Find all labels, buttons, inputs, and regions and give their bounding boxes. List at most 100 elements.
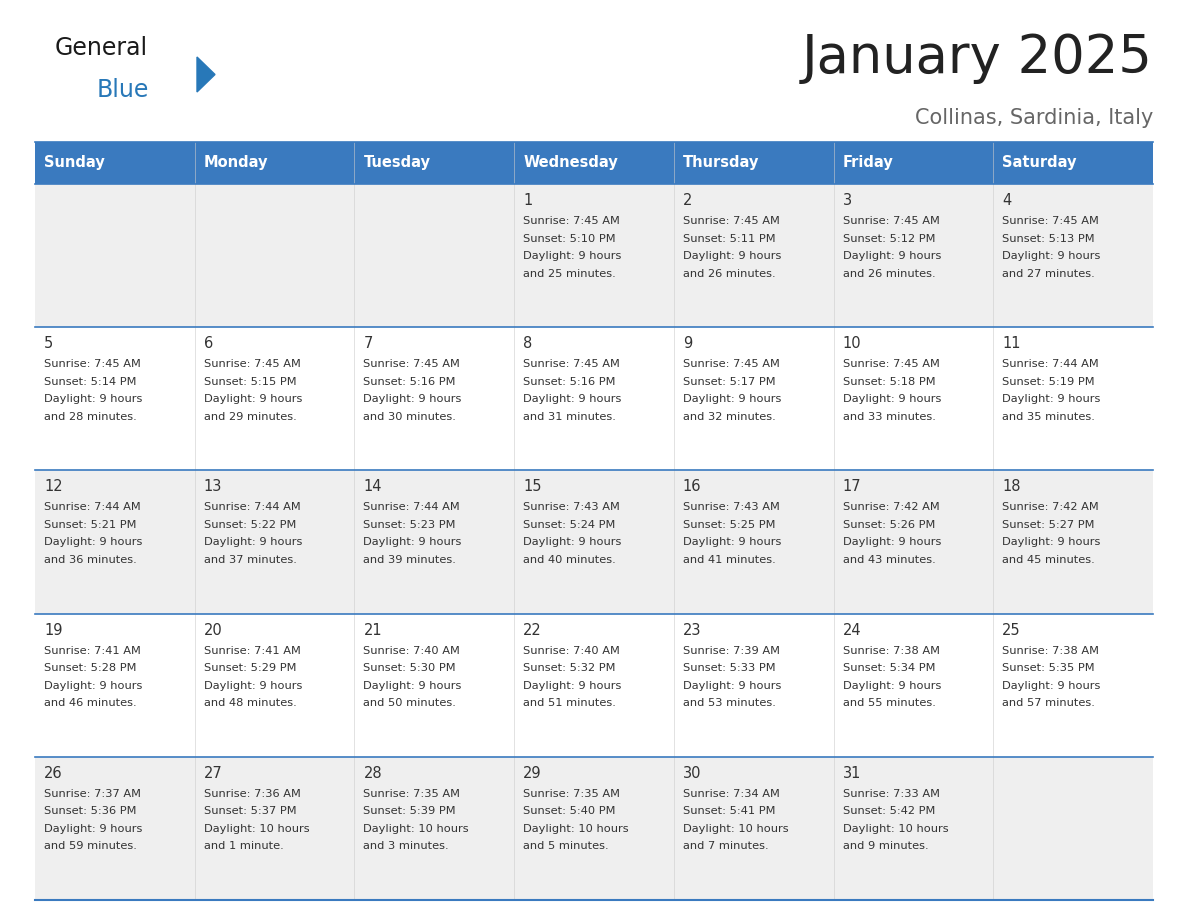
Text: Sunset: 5:42 PM: Sunset: 5:42 PM [842, 806, 935, 816]
Text: Daylight: 10 hours: Daylight: 10 hours [523, 823, 628, 834]
Text: and 26 minutes.: and 26 minutes. [842, 268, 935, 278]
Bar [834, 142, 993, 184]
Text: Thursday: Thursday [683, 155, 759, 171]
Text: Daylight: 9 hours: Daylight: 9 hours [44, 394, 143, 404]
Text: Sunset: 5:32 PM: Sunset: 5:32 PM [523, 663, 615, 673]
Bar [34, 184, 1154, 327]
Text: and 41 minutes.: and 41 minutes. [683, 554, 776, 565]
Text: Sunset: 5:22 PM: Sunset: 5:22 PM [203, 520, 296, 530]
Text: Sunrise: 7:33 AM: Sunrise: 7:33 AM [842, 789, 940, 799]
Text: Daylight: 9 hours: Daylight: 9 hours [44, 823, 143, 834]
Text: Sunrise: 7:41 AM: Sunrise: 7:41 AM [44, 645, 141, 655]
Text: Sunset: 5:10 PM: Sunset: 5:10 PM [523, 233, 615, 243]
Text: and 50 minutes.: and 50 minutes. [364, 698, 456, 708]
Text: Daylight: 10 hours: Daylight: 10 hours [683, 823, 789, 834]
Text: Sunset: 5:28 PM: Sunset: 5:28 PM [44, 663, 137, 673]
Text: Collinas, Sardinia, Italy: Collinas, Sardinia, Italy [915, 108, 1154, 128]
Text: Sunset: 5:39 PM: Sunset: 5:39 PM [364, 806, 456, 816]
Text: Sunset: 5:21 PM: Sunset: 5:21 PM [44, 520, 137, 530]
Text: 11: 11 [1003, 336, 1020, 352]
Text: and 53 minutes.: and 53 minutes. [683, 698, 776, 708]
Text: 6: 6 [203, 336, 213, 352]
Text: Sunrise: 7:39 AM: Sunrise: 7:39 AM [683, 645, 779, 655]
Text: Daylight: 9 hours: Daylight: 9 hours [203, 680, 302, 690]
Text: 20: 20 [203, 622, 222, 638]
Text: Sunrise: 7:36 AM: Sunrise: 7:36 AM [203, 789, 301, 799]
Text: and 31 minutes.: and 31 minutes. [523, 411, 617, 421]
Text: Sunrise: 7:34 AM: Sunrise: 7:34 AM [683, 789, 779, 799]
Text: Sunrise: 7:44 AM: Sunrise: 7:44 AM [44, 502, 140, 512]
Text: and 5 minutes.: and 5 minutes. [523, 841, 608, 851]
Text: Daylight: 9 hours: Daylight: 9 hours [683, 251, 782, 261]
Text: Sunset: 5:35 PM: Sunset: 5:35 PM [1003, 663, 1095, 673]
Text: 3: 3 [842, 193, 852, 208]
Text: Sunset: 5:40 PM: Sunset: 5:40 PM [523, 806, 615, 816]
Text: Sunset: 5:24 PM: Sunset: 5:24 PM [523, 520, 615, 530]
Text: Daylight: 9 hours: Daylight: 9 hours [1003, 394, 1100, 404]
Text: Sunset: 5:36 PM: Sunset: 5:36 PM [44, 806, 137, 816]
Text: Sunset: 5:25 PM: Sunset: 5:25 PM [683, 520, 776, 530]
Text: Daylight: 9 hours: Daylight: 9 hours [1003, 537, 1100, 547]
Text: and 45 minutes.: and 45 minutes. [1003, 554, 1095, 565]
Polygon shape [197, 57, 215, 92]
Text: and 39 minutes.: and 39 minutes. [364, 554, 456, 565]
Text: Sunset: 5:26 PM: Sunset: 5:26 PM [842, 520, 935, 530]
Text: Daylight: 9 hours: Daylight: 9 hours [44, 537, 143, 547]
Text: and 7 minutes.: and 7 minutes. [683, 841, 769, 851]
Text: 23: 23 [683, 622, 701, 638]
Text: Sunset: 5:16 PM: Sunset: 5:16 PM [364, 376, 456, 386]
Text: Blue: Blue [97, 78, 150, 102]
Text: Sunset: 5:14 PM: Sunset: 5:14 PM [44, 376, 137, 386]
Text: Daylight: 9 hours: Daylight: 9 hours [523, 537, 621, 547]
Text: 26: 26 [44, 766, 63, 781]
Text: Sunrise: 7:40 AM: Sunrise: 7:40 AM [523, 645, 620, 655]
Text: Daylight: 9 hours: Daylight: 9 hours [683, 680, 782, 690]
Text: 21: 21 [364, 622, 383, 638]
Text: 16: 16 [683, 479, 701, 495]
Text: 9: 9 [683, 336, 693, 352]
Text: Daylight: 9 hours: Daylight: 9 hours [842, 680, 941, 690]
Text: and 1 minute.: and 1 minute. [203, 841, 284, 851]
Text: 10: 10 [842, 336, 861, 352]
Text: Daylight: 9 hours: Daylight: 9 hours [523, 394, 621, 404]
Text: 15: 15 [523, 479, 542, 495]
Text: Sunrise: 7:38 AM: Sunrise: 7:38 AM [1003, 645, 1099, 655]
Text: 27: 27 [203, 766, 222, 781]
Text: Wednesday: Wednesday [523, 155, 618, 171]
Text: Sunrise: 7:43 AM: Sunrise: 7:43 AM [523, 502, 620, 512]
Text: Sunrise: 7:45 AM: Sunrise: 7:45 AM [1003, 216, 1099, 226]
Text: Sunset: 5:37 PM: Sunset: 5:37 PM [203, 806, 296, 816]
Text: Daylight: 10 hours: Daylight: 10 hours [842, 823, 948, 834]
Text: and 25 minutes.: and 25 minutes. [523, 268, 615, 278]
Text: General: General [55, 36, 148, 60]
Text: Daylight: 9 hours: Daylight: 9 hours [364, 394, 462, 404]
Bar [993, 142, 1154, 184]
Text: Sunset: 5:15 PM: Sunset: 5:15 PM [203, 376, 296, 386]
Bar [34, 756, 1154, 900]
Text: Sunrise: 7:44 AM: Sunrise: 7:44 AM [364, 502, 460, 512]
Text: and 48 minutes.: and 48 minutes. [203, 698, 297, 708]
Text: Sunrise: 7:37 AM: Sunrise: 7:37 AM [44, 789, 141, 799]
Text: and 27 minutes.: and 27 minutes. [1003, 268, 1095, 278]
Text: and 43 minutes.: and 43 minutes. [842, 554, 935, 565]
Text: Sunrise: 7:45 AM: Sunrise: 7:45 AM [523, 359, 620, 369]
Text: Sunset: 5:29 PM: Sunset: 5:29 PM [203, 663, 296, 673]
Text: Tuesday: Tuesday [364, 155, 430, 171]
Text: 4: 4 [1003, 193, 1011, 208]
Text: and 33 minutes.: and 33 minutes. [842, 411, 935, 421]
Text: 31: 31 [842, 766, 861, 781]
Text: 13: 13 [203, 479, 222, 495]
Text: Sunset: 5:41 PM: Sunset: 5:41 PM [683, 806, 776, 816]
Text: and 29 minutes.: and 29 minutes. [203, 411, 297, 421]
Text: Friday: Friday [842, 155, 893, 171]
Bar [674, 142, 834, 184]
Text: Daylight: 9 hours: Daylight: 9 hours [842, 394, 941, 404]
Text: Sunrise: 7:40 AM: Sunrise: 7:40 AM [364, 645, 460, 655]
Text: 14: 14 [364, 479, 381, 495]
Text: Sunset: 5:30 PM: Sunset: 5:30 PM [364, 663, 456, 673]
Text: and 57 minutes.: and 57 minutes. [1003, 698, 1095, 708]
Text: Daylight: 9 hours: Daylight: 9 hours [842, 537, 941, 547]
Text: Sunset: 5:12 PM: Sunset: 5:12 PM [842, 233, 935, 243]
Text: and 3 minutes.: and 3 minutes. [364, 841, 449, 851]
Text: Sunrise: 7:44 AM: Sunrise: 7:44 AM [203, 502, 301, 512]
